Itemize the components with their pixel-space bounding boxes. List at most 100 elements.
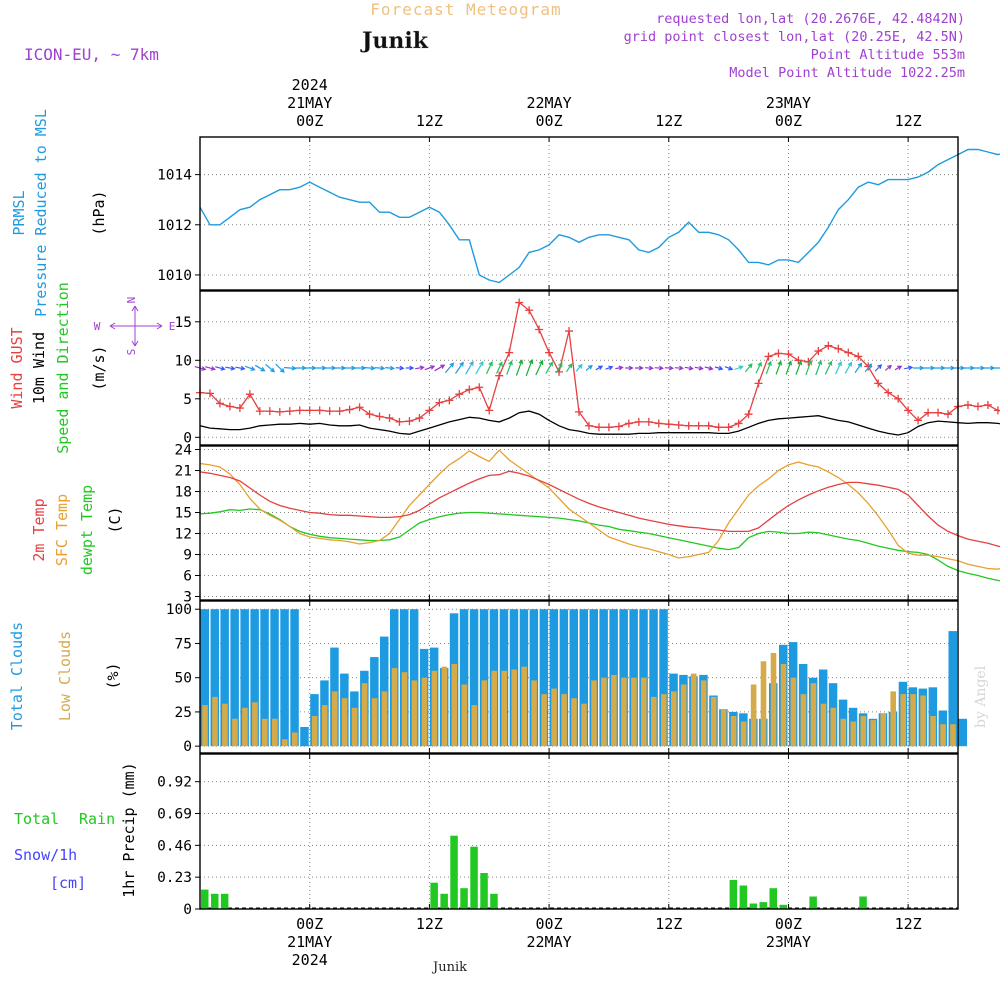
wind-direction-arrow bbox=[444, 362, 455, 374]
bottom-tick-label: 12Z bbox=[416, 915, 443, 933]
wind-direction-arrow bbox=[714, 365, 724, 371]
top-tick-label: 12Z bbox=[655, 112, 682, 130]
low-cloud-bar bbox=[581, 703, 587, 747]
wind-direction-arrow bbox=[684, 365, 694, 371]
low-cloud-bar bbox=[311, 716, 318, 747]
wind-direction-arrow bbox=[904, 365, 914, 371]
precip-bar bbox=[759, 902, 767, 909]
precip-bar bbox=[220, 893, 229, 909]
gust-point bbox=[485, 406, 494, 415]
low-cloud-bar bbox=[451, 664, 458, 747]
product-title: Forecast Meteogram bbox=[370, 0, 561, 19]
low-cloud-bars bbox=[202, 653, 956, 747]
gust-point bbox=[814, 347, 823, 356]
wind-direction-arrow bbox=[644, 365, 654, 371]
wind-direction-arrow bbox=[785, 360, 792, 375]
precip-bar bbox=[470, 846, 478, 909]
gust-point bbox=[854, 352, 863, 361]
total-cloud-bar bbox=[569, 609, 578, 747]
wind-speed-line bbox=[199, 410, 1000, 436]
low-cloud-bar bbox=[750, 684, 757, 747]
top-year-label: 2024 bbox=[292, 76, 328, 94]
precip-bar bbox=[490, 893, 498, 909]
total-cloud-bar bbox=[380, 636, 389, 747]
precip-bar bbox=[749, 903, 758, 909]
gust-point bbox=[774, 349, 783, 358]
clouds-unit-label: (%) bbox=[104, 662, 122, 689]
y-tick-label: 9 bbox=[183, 548, 192, 564]
y-tick-label: 12 bbox=[175, 527, 192, 543]
gust-point bbox=[345, 405, 354, 414]
bottom-tick-label: 00Z bbox=[536, 915, 563, 933]
gust-point bbox=[644, 417, 653, 426]
wind-direction-arrow bbox=[434, 364, 446, 372]
compass-s: S bbox=[125, 349, 138, 356]
temperature-panel: 3 6 9 12 15 18 21 24 bbox=[175, 443, 958, 606]
total-cloud-bar bbox=[559, 609, 569, 747]
gust-point bbox=[315, 406, 324, 415]
low-cloud-bar bbox=[880, 713, 886, 747]
gust-point bbox=[764, 352, 773, 361]
gust-point bbox=[505, 348, 514, 357]
low-cloud-bar bbox=[481, 680, 488, 747]
compass-n: N bbox=[125, 297, 138, 304]
gust-point bbox=[245, 390, 254, 399]
precip-bar bbox=[809, 896, 817, 909]
location-title: Junik bbox=[360, 28, 429, 54]
low-cloud-bar bbox=[262, 718, 268, 747]
low-cloud-bar bbox=[491, 670, 497, 747]
total-cloud-bar bbox=[599, 609, 608, 747]
total-cloud-bar bbox=[409, 609, 419, 747]
wind-direction-arrow bbox=[575, 363, 583, 372]
y-tick-label: 21 bbox=[175, 464, 192, 480]
low-cloud-bar bbox=[820, 703, 827, 747]
gust-point bbox=[624, 419, 633, 428]
total-clouds-label: Total Clouds bbox=[8, 622, 26, 730]
gust-point bbox=[275, 407, 284, 416]
total-cloud-bar bbox=[619, 609, 628, 747]
snow-label: Snow/1h bbox=[14, 846, 77, 864]
wind-direction-arrow bbox=[254, 364, 266, 372]
wind-direction-arrow bbox=[734, 365, 744, 371]
gust-point bbox=[604, 423, 613, 432]
precip-bar bbox=[201, 889, 209, 909]
wind-direction-arrow bbox=[293, 365, 307, 371]
temperature-series-line bbox=[199, 470, 1000, 548]
gust-point bbox=[395, 417, 404, 426]
precip-bar bbox=[211, 893, 219, 909]
gust-point bbox=[944, 410, 953, 419]
gust-point bbox=[904, 406, 913, 415]
total-cloud-bar bbox=[250, 609, 259, 747]
precip-panel: 0 0.23 0.46 0.69 0.92 bbox=[157, 754, 958, 918]
low-cloud-bar bbox=[651, 696, 657, 747]
bottom-tick-label: 00Z bbox=[775, 915, 802, 933]
wind-direction-arrow bbox=[585, 364, 593, 371]
ten-m-wind-label: 10m Wind bbox=[30, 332, 48, 404]
low-cloud-bar bbox=[671, 691, 677, 747]
y-tick-label: 1010 bbox=[157, 268, 192, 284]
gust-point bbox=[983, 400, 992, 409]
wind-direction-arrow bbox=[844, 361, 853, 374]
wind-direction-arrow bbox=[496, 361, 503, 374]
gust-point bbox=[724, 423, 733, 432]
wind-direction-arrow bbox=[894, 365, 903, 371]
gust-point bbox=[694, 421, 703, 430]
wind-direction-arrow bbox=[313, 365, 327, 371]
total-label: Total bbox=[14, 810, 59, 828]
point-altitude: Point Altitude 553m bbox=[811, 47, 965, 63]
gust-point bbox=[664, 420, 673, 429]
gust-point bbox=[993, 406, 1000, 415]
speed-direction-label: Speed and Direction bbox=[54, 282, 72, 454]
bottom-year-label: 2024 bbox=[292, 951, 328, 969]
requested-coords: requested lon,lat (20.2676E, 42.4842N) bbox=[656, 11, 965, 27]
gust-point bbox=[934, 408, 943, 417]
total-cloud-bar bbox=[659, 609, 668, 747]
gust-point bbox=[335, 407, 344, 416]
gust-point bbox=[834, 344, 843, 353]
wind-direction-arrow bbox=[374, 365, 386, 371]
pressure-unit-label: (hPa) bbox=[90, 190, 108, 235]
y-tick-label: 18 bbox=[175, 485, 192, 501]
total-cloud-bar bbox=[220, 609, 229, 747]
low-cloud-bar bbox=[292, 732, 298, 747]
wind-direction-arrow bbox=[815, 359, 823, 376]
